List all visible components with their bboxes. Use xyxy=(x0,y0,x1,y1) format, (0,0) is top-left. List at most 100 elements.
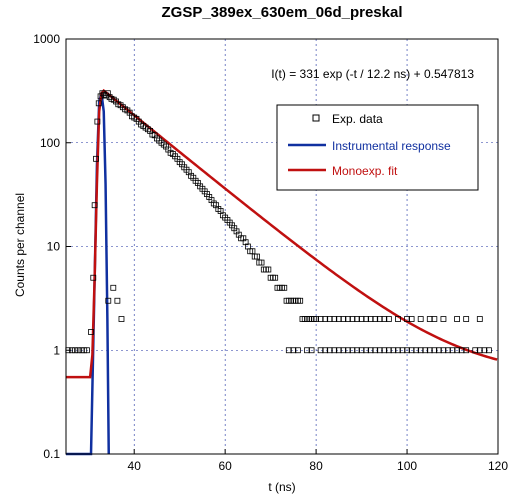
exp-data-point xyxy=(349,347,356,354)
exp-data-point xyxy=(440,347,447,354)
axis-ticks: 40 60 80 100 120 0.1 1 10 100 1000 xyxy=(33,32,508,473)
exp-data-point xyxy=(254,253,260,260)
exp-data-point xyxy=(114,297,121,304)
y-tick-label: 1 xyxy=(53,343,60,357)
exp-data-point xyxy=(440,316,447,322)
exp-data-point xyxy=(404,347,410,354)
exp-data-point xyxy=(358,316,365,322)
exp-data-point xyxy=(385,316,392,322)
exp-data-point xyxy=(72,347,78,354)
exp-data-point xyxy=(97,93,104,100)
exp-data-point xyxy=(340,316,347,322)
exp-data-point xyxy=(304,347,310,354)
exp-data-point xyxy=(317,347,324,354)
exp-data-point xyxy=(93,155,99,162)
exp-data-point xyxy=(417,347,424,354)
y-tick-label: 0.1 xyxy=(43,447,60,461)
exp-data-point xyxy=(322,316,329,322)
exp-data-point xyxy=(331,347,338,354)
exp-data-point xyxy=(272,274,279,281)
exp-data-point xyxy=(326,316,333,322)
exp-data-point xyxy=(340,347,347,354)
exp-data-point xyxy=(486,347,492,354)
exp-data-point xyxy=(472,347,479,354)
exp-data-point xyxy=(285,347,292,354)
exp-data-point xyxy=(94,118,101,125)
exp-data-point xyxy=(445,347,451,354)
exp-data-point xyxy=(335,347,342,354)
exp-data-point xyxy=(75,347,82,354)
exp-data-point xyxy=(449,347,456,354)
exp-data-point xyxy=(431,347,438,354)
exp-data-point xyxy=(317,316,324,322)
exp-data-point xyxy=(101,91,108,98)
exp-data-point xyxy=(308,347,315,354)
exp-data-point xyxy=(322,347,329,354)
exp-data-point xyxy=(408,316,415,322)
x-tick-label: 80 xyxy=(309,459,323,473)
exp-data-point xyxy=(399,347,406,354)
exp-data-point xyxy=(476,347,483,354)
exp-data-point xyxy=(345,347,351,354)
exp-data-point xyxy=(422,347,429,354)
exp-data-point xyxy=(395,316,401,322)
exp-data-point xyxy=(463,347,470,354)
exp-data-point xyxy=(110,284,117,291)
exp-data-point xyxy=(90,274,97,281)
exp-data-point xyxy=(381,316,388,322)
legend: Exp. data Instrumental response Monoexp.… xyxy=(276,104,479,191)
plot-border xyxy=(65,38,499,455)
exp-data-point xyxy=(372,316,379,322)
chart-title: ZGSP_389ex_630em_06d_preskal xyxy=(161,4,402,21)
exp-data-point xyxy=(426,316,433,322)
exp-data-point xyxy=(345,316,351,322)
exp-data-point xyxy=(91,202,98,209)
legend-marker-exp-data xyxy=(312,114,320,122)
x-tick-label: 100 xyxy=(397,459,417,473)
exp-data-point xyxy=(413,347,420,354)
exp-data-point xyxy=(367,316,374,322)
exp-data-point xyxy=(481,347,488,354)
legend-label-instrumental: Instrumental response xyxy=(332,139,451,153)
exp-data-series xyxy=(65,90,492,354)
exp-data-point xyxy=(349,316,356,322)
exp-data-point xyxy=(431,316,438,322)
exp-data-point xyxy=(297,297,304,304)
exp-data-point xyxy=(281,284,288,291)
exp-data-point xyxy=(354,347,360,354)
exp-data-point xyxy=(367,347,374,354)
legend-box xyxy=(276,104,479,191)
exp-data-point xyxy=(335,316,342,322)
exp-data-point xyxy=(290,347,297,354)
exp-data-point xyxy=(363,316,370,322)
exp-data-point xyxy=(372,347,379,354)
exp-data-point xyxy=(435,347,442,354)
y-tick-label: 100 xyxy=(40,136,60,150)
exp-data-point xyxy=(426,347,433,354)
x-axis-label: t (ns) xyxy=(268,480,295,494)
exp-data-point xyxy=(104,90,111,97)
x-tick-label: 60 xyxy=(218,459,232,473)
exp-data-point xyxy=(376,347,383,354)
exp-data-point xyxy=(258,259,265,266)
exp-data-point xyxy=(105,297,112,304)
exp-data-point xyxy=(69,347,75,354)
exp-data-point xyxy=(84,347,90,354)
exp-data-point xyxy=(454,347,460,354)
y-axis-label: Counts per channel xyxy=(13,193,27,297)
x-tick-label: 120 xyxy=(488,459,508,473)
exp-data-point xyxy=(408,347,415,354)
exp-data-point xyxy=(454,316,460,322)
exp-data-point xyxy=(458,347,465,354)
exp-data-point xyxy=(376,316,383,322)
exp-data-point xyxy=(417,316,424,322)
exp-data-point xyxy=(476,316,483,322)
legend-label-fit: Monoexp. fit xyxy=(332,164,398,178)
exp-data-point xyxy=(331,316,338,322)
exp-data-point xyxy=(295,347,301,354)
exp-data-point xyxy=(265,266,272,273)
exp-data-point xyxy=(118,316,125,322)
x-tick-label: 40 xyxy=(128,459,142,473)
exp-data-point xyxy=(313,316,320,322)
